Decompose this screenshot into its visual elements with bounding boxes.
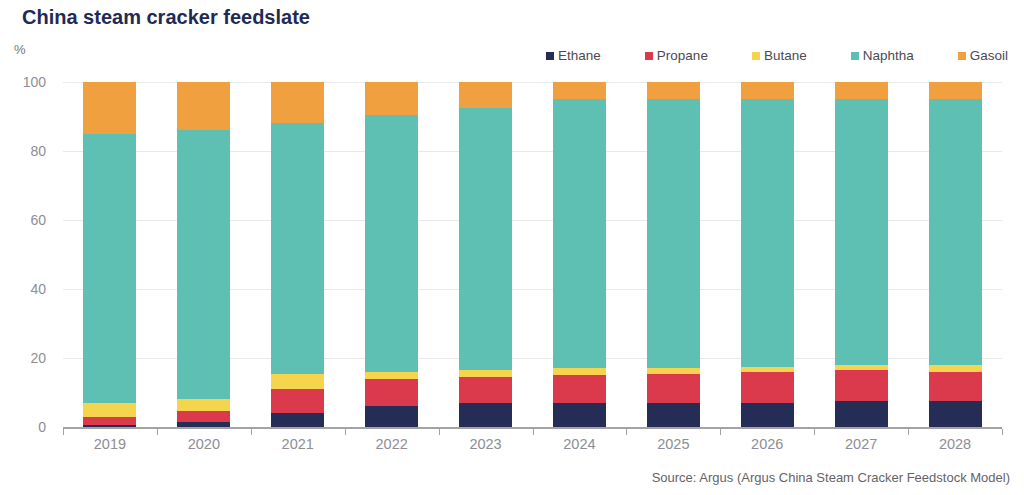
legend-label-naphtha: Naphtha	[863, 48, 914, 63]
bar-segment-naphtha-2023	[459, 108, 512, 370]
x-axis-tick	[157, 429, 158, 435]
legend-swatch-ethane	[546, 52, 554, 60]
x-tick-label-2026: 2026	[732, 436, 802, 452]
x-axis-tick	[345, 429, 346, 435]
source-attribution: Source: Argus (Argus China Steam Cracker…	[652, 470, 1010, 485]
bar-segment-ethane-2025	[647, 403, 700, 427]
bar-segment-naphtha-2019	[83, 134, 136, 403]
bar-segment-naphtha-2026	[741, 99, 794, 366]
bar-segment-butane-2020	[177, 399, 230, 411]
x-axis-tick	[439, 429, 440, 435]
bar-segment-ethane-2022	[365, 406, 418, 427]
bar-segment-propane-2027	[835, 370, 888, 401]
bar-segment-gasoil-2024	[553, 82, 606, 99]
x-tick-label-2028: 2028	[920, 436, 990, 452]
bar-segment-ethane-2026	[741, 403, 794, 427]
legend-swatch-butane	[752, 52, 760, 60]
bar-segment-propane-2028	[929, 372, 982, 401]
bar-segment-ethane-2023	[459, 403, 512, 427]
legend-label-propane: Propane	[657, 48, 708, 63]
x-axis-tick	[251, 429, 252, 435]
legend-label-butane: Butane	[764, 48, 807, 63]
bar-segment-butane-2026	[741, 367, 794, 372]
y-tick-label-0: 0	[38, 418, 46, 436]
bar-segment-butane-2028	[929, 365, 982, 372]
legend-item-butane: Butane	[752, 48, 807, 63]
legend-item-propane: Propane	[645, 48, 708, 63]
bar-segment-propane-2020	[177, 411, 230, 421]
bar-segment-gasoil-2022	[365, 82, 418, 115]
bar-segment-gasoil-2025	[647, 82, 700, 99]
x-axis-tick	[626, 429, 627, 435]
bar-segment-gasoil-2020	[177, 82, 230, 130]
bar-segment-propane-2025	[647, 374, 700, 403]
bar-segment-naphtha-2028	[929, 99, 982, 365]
y-tick-label-20: 20	[30, 349, 46, 367]
x-tick-label-2025: 2025	[638, 436, 708, 452]
legend-swatch-propane	[645, 52, 653, 60]
bar-segment-propane-2019	[83, 417, 136, 426]
bar-segment-butane-2025	[647, 368, 700, 373]
x-tick-label-2023: 2023	[451, 436, 521, 452]
legend: Ethane Propane Butane Naphtha Gasoil	[546, 48, 1008, 63]
bar-segment-gasoil-2021	[271, 82, 324, 123]
bar-segment-butane-2022	[365, 372, 418, 379]
chart-container: China steam cracker feedslate % Ethane Pr…	[0, 0, 1024, 495]
y-axis-labels: 020406080100	[0, 82, 54, 427]
plot-area: 2019202020212022202320242025202620272028	[63, 82, 1002, 427]
x-axis-tick	[63, 429, 64, 435]
bar-segment-ethane-2024	[553, 403, 606, 427]
y-tick-label-40: 40	[30, 280, 46, 298]
bar-segment-naphtha-2025	[647, 99, 700, 368]
legend-swatch-naphtha	[851, 52, 859, 60]
bar-segment-ethane-2028	[929, 401, 982, 427]
x-tick-label-2021: 2021	[263, 436, 333, 452]
bar-segment-gasoil-2028	[929, 82, 982, 99]
y-axis-unit-label: %	[14, 42, 26, 57]
bar-segment-butane-2024	[553, 368, 606, 375]
bar-segment-ethane-2019	[83, 425, 136, 427]
bar-segment-gasoil-2019	[83, 82, 136, 134]
bar-segment-naphtha-2020	[177, 130, 230, 399]
x-tick-label-2027: 2027	[826, 436, 896, 452]
y-tick-label-100: 100	[23, 73, 46, 91]
bar-segment-ethane-2021	[271, 413, 324, 427]
bar-segment-butane-2023	[459, 370, 512, 377]
bar-segment-propane-2024	[553, 375, 606, 403]
legend-item-gasoil: Gasoil	[958, 48, 1008, 63]
bar-segment-ethane-2027	[835, 401, 888, 427]
bar-segment-gasoil-2023	[459, 82, 512, 108]
bar-segment-propane-2021	[271, 389, 324, 413]
legend-swatch-gasoil	[958, 52, 966, 60]
bar-segment-naphtha-2021	[271, 123, 324, 373]
legend-item-naphtha: Naphtha	[851, 48, 914, 63]
chart-title: China steam cracker feedslate	[22, 6, 310, 29]
legend-item-ethane: Ethane	[546, 48, 601, 63]
bar-segment-naphtha-2022	[365, 115, 418, 372]
x-axis-tick	[1002, 429, 1003, 435]
y-tick-label-80: 80	[30, 142, 46, 160]
bar-segment-propane-2023	[459, 377, 512, 403]
bar-segment-gasoil-2026	[741, 82, 794, 99]
legend-label-gasoil: Gasoil	[970, 48, 1008, 63]
x-tick-label-2020: 2020	[169, 436, 239, 452]
x-axis-tick	[720, 429, 721, 435]
bar-segment-gasoil-2027	[835, 82, 888, 99]
bar-segment-butane-2021	[271, 374, 324, 390]
y-tick-label-60: 60	[30, 211, 46, 229]
x-tick-label-2022: 2022	[357, 436, 427, 452]
x-axis-tick	[908, 429, 909, 435]
x-tick-label-2019: 2019	[75, 436, 145, 452]
bar-segment-propane-2022	[365, 379, 418, 407]
x-tick-label-2024: 2024	[544, 436, 614, 452]
bar-segment-naphtha-2027	[835, 99, 888, 365]
x-axis-tick	[814, 429, 815, 435]
bar-segment-propane-2026	[741, 372, 794, 403]
bar-segment-naphtha-2024	[553, 99, 606, 368]
bar-segment-ethane-2020	[177, 422, 230, 427]
legend-label-ethane: Ethane	[558, 48, 601, 63]
bar-segment-butane-2019	[83, 403, 136, 417]
x-axis-tick	[533, 429, 534, 435]
bar-segment-butane-2027	[835, 365, 888, 370]
